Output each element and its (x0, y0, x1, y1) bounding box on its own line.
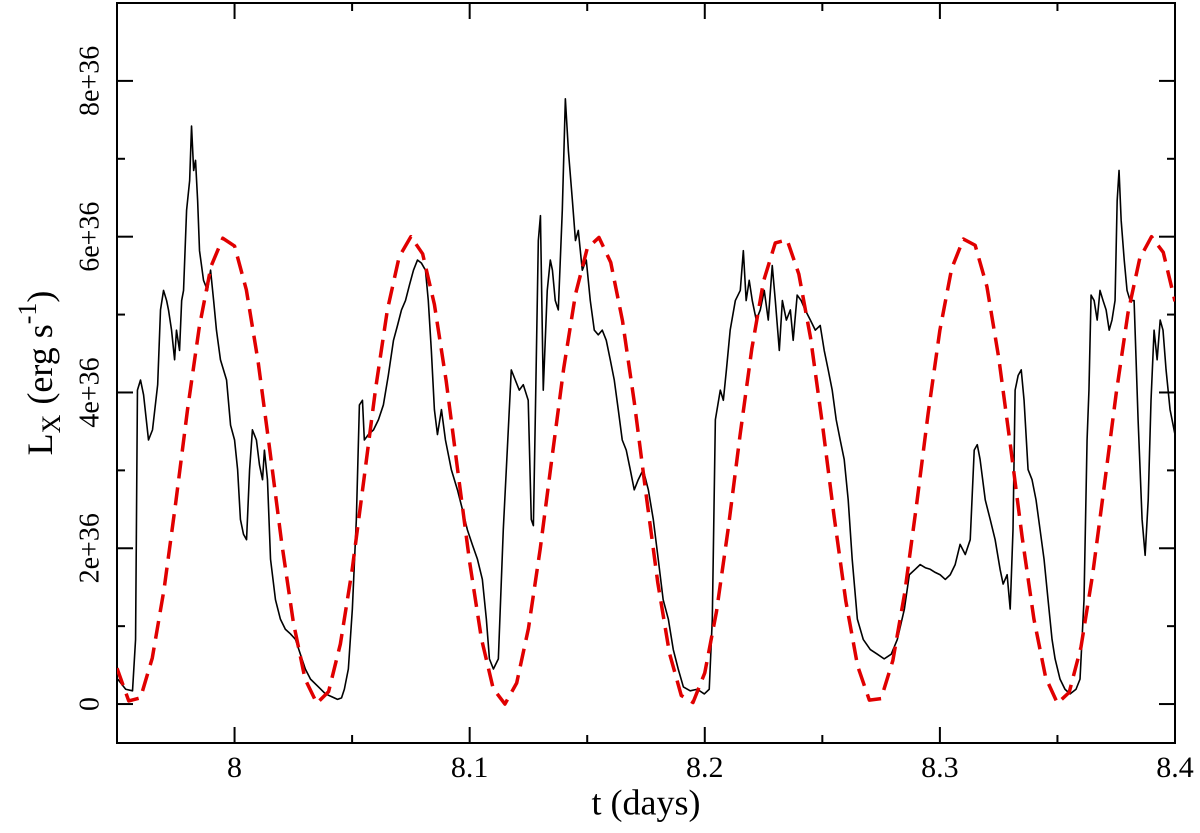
y-label-main: L (20, 433, 60, 455)
dashed-line (117, 234, 1175, 706)
y-label-unit: (erg s (20, 324, 60, 404)
y-label-subscript: X (37, 414, 66, 433)
x-tick-label: 8.3 (921, 751, 959, 784)
y-tick-label: 0 (74, 697, 105, 711)
y-label-superscript: -1 (13, 303, 42, 325)
y-tick-label: 8e+36 (74, 46, 105, 116)
x-tick-label: 8.4 (1156, 751, 1194, 784)
x-tick-label: 8.2 (686, 751, 724, 784)
y-label-close: ) (20, 291, 60, 303)
x-axis-label: t (days) (592, 782, 701, 822)
data-line (117, 98, 1175, 701)
x-tick-label: 8 (227, 751, 242, 784)
y-tick-label: 2e+36 (74, 513, 105, 583)
plot-frame (116, 2, 1176, 744)
x-tick-label: 8.1 (451, 751, 489, 784)
y-axis-label: LX (erg s-1) (13, 291, 66, 456)
y-tick-label: 6e+36 (74, 202, 105, 272)
y-tick-label: 4e+36 (74, 357, 105, 427)
